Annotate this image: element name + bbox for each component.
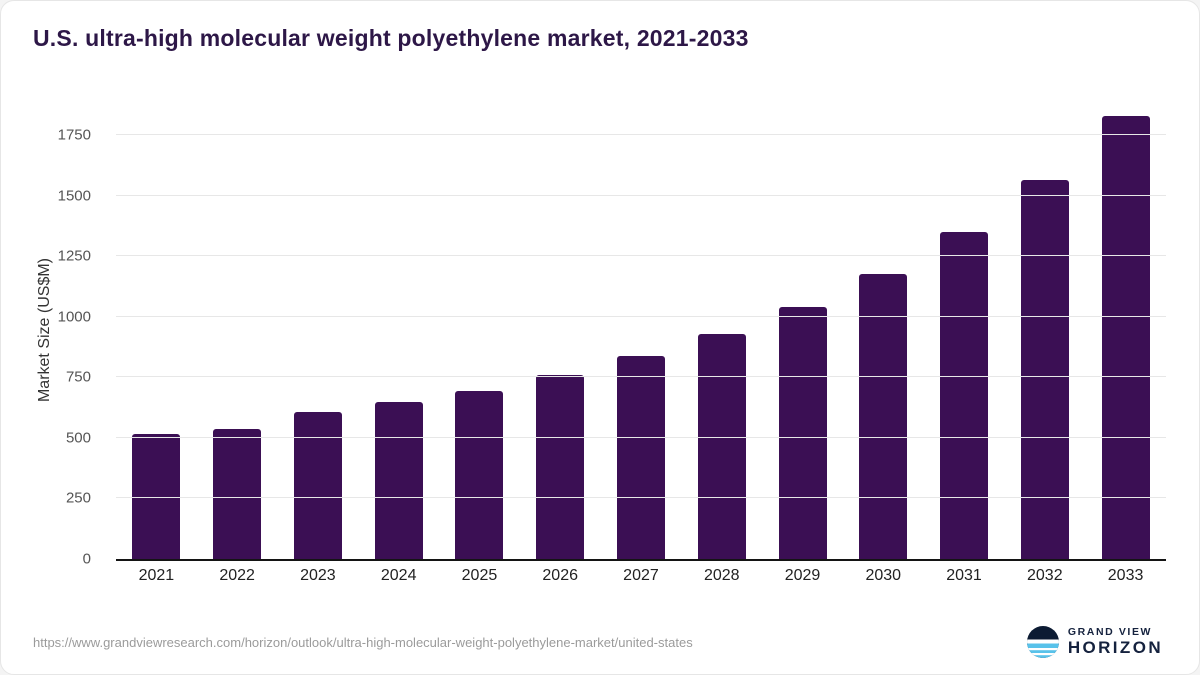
bar-2033 — [1101, 115, 1150, 559]
bar-2024 — [374, 401, 423, 559]
bar-2026 — [536, 375, 585, 559]
logo-text: GRAND VIEW HORIZON — [1068, 626, 1163, 658]
y-tick-250: 250 — [65, 489, 91, 507]
bar-slot-2027 — [601, 101, 682, 559]
bar-2027 — [616, 355, 665, 559]
x-tick-2031: 2031 — [946, 567, 982, 584]
bar-slot-2031 — [924, 101, 1005, 559]
bar-2028 — [697, 334, 746, 559]
y-tick-1000: 1000 — [57, 308, 91, 326]
bar-slot-2030 — [843, 101, 924, 559]
plot-area — [116, 101, 1166, 561]
x-tick-2033: 2033 — [1107, 567, 1144, 584]
source-url: https://www.grandviewresearch.com/horizo… — [33, 634, 693, 650]
logo-line1: GRAND VIEW — [1067, 626, 1153, 639]
x-tick-2023: 2023 — [300, 567, 336, 584]
footer: https://www.grandviewresearch.com/horizo… — [33, 626, 1163, 658]
x-tick-2027: 2027 — [623, 567, 659, 584]
x-tick-2026: 2026 — [542, 567, 578, 584]
y-tick-1750: 1750 — [57, 126, 91, 144]
bar-slot-2026 — [520, 101, 601, 559]
y-tick-0: 0 — [82, 550, 91, 568]
x-tick-2029: 2029 — [784, 567, 821, 584]
bar-slot-2028 — [681, 101, 762, 559]
x-axis-tick-labels: 2021 2022 2023 2024 2025 2026 2027 2028 2029 2030… — [116, 567, 1166, 585]
horizon-logo-icon — [1026, 626, 1059, 658]
gridline-1000 — [116, 315, 1166, 317]
x-tick-2028: 2028 — [703, 567, 740, 584]
gridline-1500 — [116, 194, 1166, 196]
gridline-750 — [116, 376, 1166, 378]
y-tick-500: 500 — [65, 429, 91, 447]
x-tick-2021: 2021 — [138, 567, 175, 584]
bar-2032 — [1020, 180, 1069, 559]
bar-slot-2023 — [278, 101, 359, 559]
chart-title: U.S. ultra-high molecular weight polyeth… — [33, 25, 749, 51]
bar-2022 — [213, 429, 262, 559]
bar-slot-2029 — [762, 101, 843, 559]
bar-2021 — [132, 434, 181, 559]
gridline-250 — [116, 497, 1166, 499]
bar-slot-2025 — [439, 101, 520, 559]
x-tick-2025: 2025 — [461, 567, 498, 584]
bar-2029 — [778, 306, 827, 559]
x-tick-2030: 2030 — [865, 567, 902, 584]
x-tick-2022: 2022 — [219, 567, 255, 584]
x-tick-2024: 2024 — [380, 567, 417, 584]
bar-slot-2033 — [1085, 101, 1166, 559]
gridline-1750 — [116, 133, 1166, 135]
grand-view-horizon-logo: GRAND VIEW HORIZON — [1026, 626, 1163, 658]
bar-slot-2024 — [358, 101, 439, 559]
y-axis-tick-labels: 0 250 500 750 1000 1250 1500 1750 — [1, 101, 105, 567]
bar-2023 — [293, 412, 342, 559]
logo-line2: HORIZON — [1067, 638, 1163, 658]
bars-container — [116, 101, 1166, 559]
bar-2030 — [859, 274, 908, 559]
y-tick-750: 750 — [65, 368, 91, 386]
gridline-500 — [116, 436, 1166, 438]
bar-2025 — [455, 390, 504, 559]
gridline-1250 — [116, 255, 1166, 257]
bar-slot-2032 — [1004, 101, 1085, 559]
bar-slot-2021 — [116, 101, 197, 559]
bar-slot-2022 — [197, 101, 278, 559]
x-tick-2032: 2032 — [1027, 567, 1063, 584]
bar-2031 — [940, 232, 989, 559]
y-tick-1250: 1250 — [57, 247, 91, 265]
y-tick-1500: 1500 — [57, 187, 91, 205]
